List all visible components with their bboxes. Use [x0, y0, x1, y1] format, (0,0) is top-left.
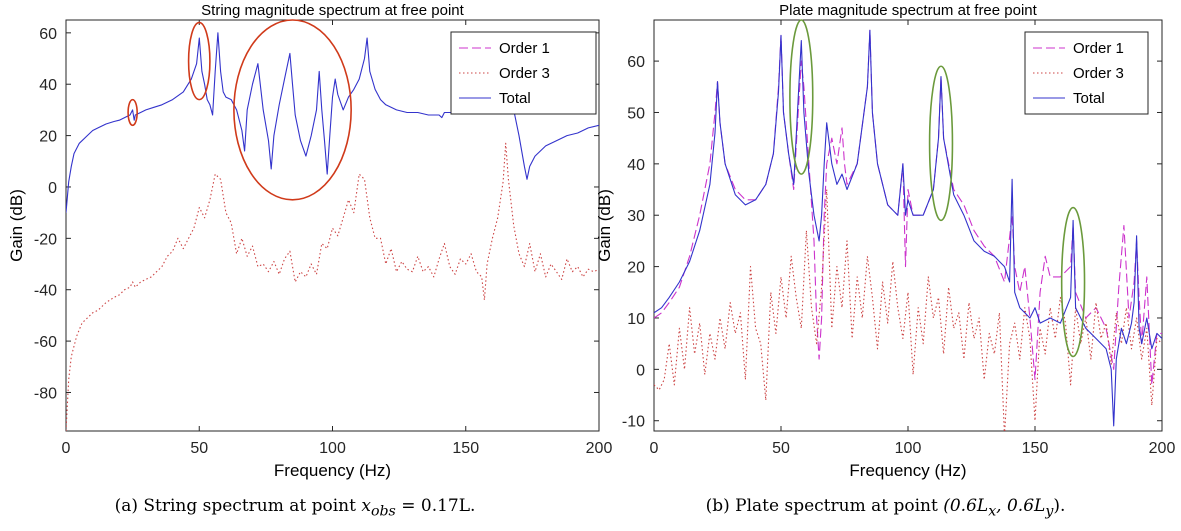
x-axis-label: Frequency (Hz) [274, 461, 391, 480]
caption-b-text: (b) Plate spectrum at point [706, 496, 944, 516]
legend-label: Order 1 [1073, 40, 1124, 57]
y-tick-label: -20 [34, 231, 57, 248]
caption-b-math: (0.6L [943, 496, 988, 516]
legend-label: Order 3 [499, 65, 550, 82]
caption-b-mid: , 0.6L [996, 496, 1045, 516]
y-tick-label: -10 [622, 414, 645, 431]
caption-a-math: x [361, 496, 371, 516]
legend-label: Order 3 [1073, 65, 1124, 82]
x-tick-label: 50 [190, 440, 208, 457]
x-tick-label: 0 [650, 440, 659, 457]
x-tick-label: 150 [1022, 440, 1049, 457]
legend-label: Total [1073, 90, 1105, 107]
x-tick-label: 200 [1149, 440, 1176, 457]
chart-2: 0 50 100 150 200 -10 0 10 20 30 40 50 60 Plate magnit… [595, 2, 1175, 480]
caption-a-sub: obs [371, 503, 396, 519]
legend: Order 1 Order 3 Total [451, 32, 596, 114]
y-tick-label: 50 [627, 105, 645, 122]
legend-label: Total [499, 90, 531, 107]
y-tick-label: -60 [34, 334, 57, 351]
x-axis-label: Frequency (Hz) [849, 461, 966, 480]
y-axis-label: Gain (dB) [7, 189, 26, 262]
legend-label: Order 1 [499, 40, 550, 57]
chart-1: 0 50 100 150 200 -80 -60 -40 -20 0 20 40 60 String ma… [7, 2, 612, 480]
y-tick-label: 0 [636, 362, 645, 379]
x-tick-label: 0 [62, 440, 71, 457]
y-tick-label: -40 [34, 283, 57, 300]
caption-b-sub1: x [988, 503, 996, 519]
y-tick-label: 60 [39, 26, 57, 43]
x-tick-label: 200 [586, 440, 613, 457]
y-tick-label: 40 [39, 77, 57, 94]
caption-a-tail: = 0.17L. [396, 496, 476, 516]
y-tick-label: 30 [627, 208, 645, 225]
y-tick-label: 20 [627, 260, 645, 277]
caption-b-tail: ). [1053, 496, 1065, 516]
y-tick-label: 10 [627, 311, 645, 328]
y-tick-label: 20 [39, 129, 57, 146]
chart-title: Plate magnitude spectrum at free point [779, 2, 1037, 19]
y-tick-label: 0 [48, 180, 57, 197]
y-tick-label: 40 [627, 157, 645, 174]
x-tick-label: 100 [895, 440, 922, 457]
x-tick-label: 50 [772, 440, 790, 457]
chart-title: String magnitude spectrum at free point [201, 2, 464, 19]
y-tick-label: 60 [627, 54, 645, 71]
caption-a-text: (a) String spectrum at point [115, 496, 362, 516]
caption-a: (a) String spectrum at point xobs = 0.17… [0, 496, 590, 519]
caption-b: (b) Plate spectrum at point (0.6Lx, 0.6L… [590, 496, 1181, 519]
y-tick-label: -80 [34, 385, 57, 402]
x-tick-label: 100 [319, 440, 346, 457]
legend: Order 1 Order 3 Total [1025, 32, 1148, 114]
x-tick-label: 150 [452, 440, 479, 457]
y-axis-label: Gain (dB) [595, 189, 614, 262]
